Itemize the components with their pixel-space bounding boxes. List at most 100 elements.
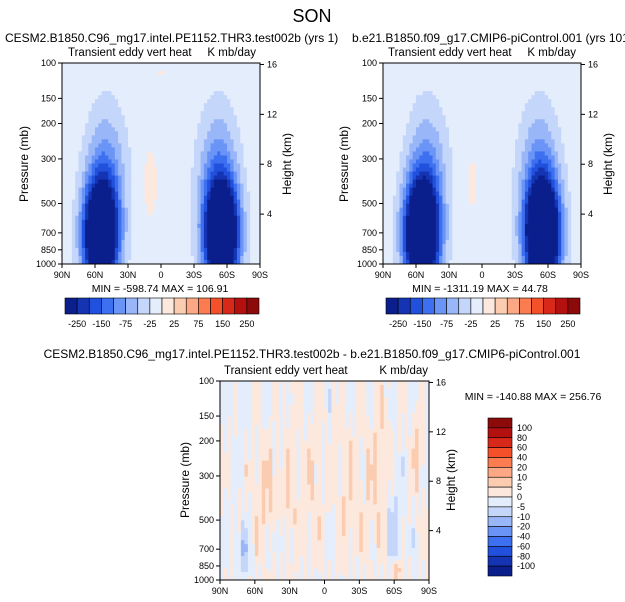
heatmap-cell: [88, 255, 93, 261]
heatmap-cell: [524, 167, 529, 172]
heatmap-cell: [396, 155, 400, 160]
heatmap-cell: [425, 183, 430, 189]
heatmap-cell: [213, 111, 218, 116]
heatmap-cell: [452, 159, 456, 164]
heatmap-cell: [71, 167, 76, 172]
heatmap-cell: [187, 171, 192, 176]
heatmap-cell: [465, 171, 470, 176]
heatmap-cell: [488, 63, 493, 68]
heatmap-cell: [174, 243, 178, 249]
heatmap-cell: [207, 159, 211, 164]
heatmap-cell: [95, 87, 99, 92]
heatmap-cell: [567, 111, 572, 116]
heatmap-cell: [207, 227, 211, 233]
heatmap-cell: [128, 75, 132, 80]
heatmap-cell: [478, 79, 483, 84]
y-tick-label: 200: [41, 119, 56, 129]
heatmap-cell: [210, 123, 215, 128]
heatmap-cell: [111, 123, 116, 128]
heatmap-cell: [518, 83, 522, 88]
heatmap-cell: [386, 75, 390, 80]
heatmap-cell: [217, 147, 221, 152]
heatmap-cell: [118, 183, 122, 189]
heatmap-cell: [511, 187, 516, 193]
heatmap-cell: [98, 171, 102, 176]
heatmap-cell: [210, 231, 215, 237]
heatmap-cell: [147, 155, 152, 160]
heatmap-cell: [203, 163, 208, 168]
heatmap-cell: [68, 199, 73, 205]
heatmap-cell: [498, 131, 503, 136]
heatmap-cell: [85, 111, 89, 116]
heatmap-cell: [253, 199, 258, 205]
heatmap-cell: [200, 139, 205, 144]
heatmap-cell: [164, 115, 168, 120]
heatmap-cell: [68, 215, 73, 221]
heatmap-cell: [111, 203, 116, 209]
heatmap-cell: [571, 167, 575, 172]
heatmap-cell: [386, 123, 390, 128]
heatmap-cell: [157, 191, 162, 197]
heatmap-cell: [141, 155, 145, 160]
heatmap-cell: [78, 143, 83, 148]
heatmap-cell: [475, 159, 480, 164]
heatmap-cell: [71, 219, 76, 225]
heatmap-cell: [511, 127, 516, 132]
heatmap-cell: [253, 155, 258, 160]
heatmap-cell: [538, 143, 542, 148]
heatmap-cell: [511, 123, 516, 128]
heatmap-cell: [203, 255, 208, 261]
heatmap-cell: [495, 187, 499, 193]
heatmap-cell: [236, 67, 241, 72]
heatmap-cell: [439, 187, 443, 193]
heatmap-cell: [250, 159, 254, 164]
heatmap-cell: [62, 123, 66, 128]
heatmap-cell: [134, 79, 139, 84]
heatmap-cell: [508, 175, 513, 180]
heatmap-cell: [194, 151, 198, 156]
heatmap-cell: [88, 243, 93, 249]
heatmap-cell: [164, 171, 168, 176]
heatmap-cell: [98, 123, 102, 128]
heatmap-cell: [111, 67, 116, 72]
heatmap-cell: [134, 175, 139, 180]
heatmap-cell: [445, 87, 450, 92]
heatmap-cell: [236, 147, 241, 152]
heatmap-cell: [236, 155, 241, 160]
heatmap-cell: [91, 183, 96, 189]
heatmap-cell: [121, 191, 126, 197]
heatmap-cell: [78, 139, 83, 144]
heatmap-cell: [121, 127, 126, 132]
heatmap-cell: [121, 99, 126, 104]
heatmap-cell: [65, 79, 69, 84]
heatmap-cell: [250, 199, 254, 205]
heatmap-cell: [174, 207, 178, 213]
heatmap-cell: [422, 139, 427, 144]
heatmap-cell: [101, 143, 106, 148]
heatmap-cell: [452, 67, 456, 72]
heatmap-cell: [154, 251, 159, 257]
heatmap-cell: [220, 139, 225, 144]
heatmap-cell: [511, 155, 516, 160]
heatmap-cell: [468, 171, 473, 176]
heatmap-cell: [75, 235, 79, 241]
heatmap-cell: [422, 79, 427, 84]
heatmap-cell: [223, 107, 228, 112]
heatmap-cell: [95, 71, 99, 76]
heatmap-cell: [164, 243, 168, 249]
heatmap-cell: [416, 111, 420, 116]
heatmap-cell: [137, 251, 142, 257]
heatmap-cell: [472, 163, 476, 168]
heatmap-cell: [187, 119, 192, 124]
heatmap-cell: [223, 135, 228, 140]
heatmap-cell: [531, 179, 536, 184]
heatmap-cell: [141, 247, 145, 253]
heatmap-cell: [200, 171, 205, 176]
heatmap-cell: [243, 207, 248, 213]
heatmap-cell: [118, 87, 122, 92]
heatmap-cell: [233, 223, 238, 229]
heatmap-cell: [544, 171, 549, 176]
heatmap-cell: [551, 75, 555, 80]
heatmap-cell: [101, 91, 106, 96]
heatmap-cell: [564, 179, 569, 184]
